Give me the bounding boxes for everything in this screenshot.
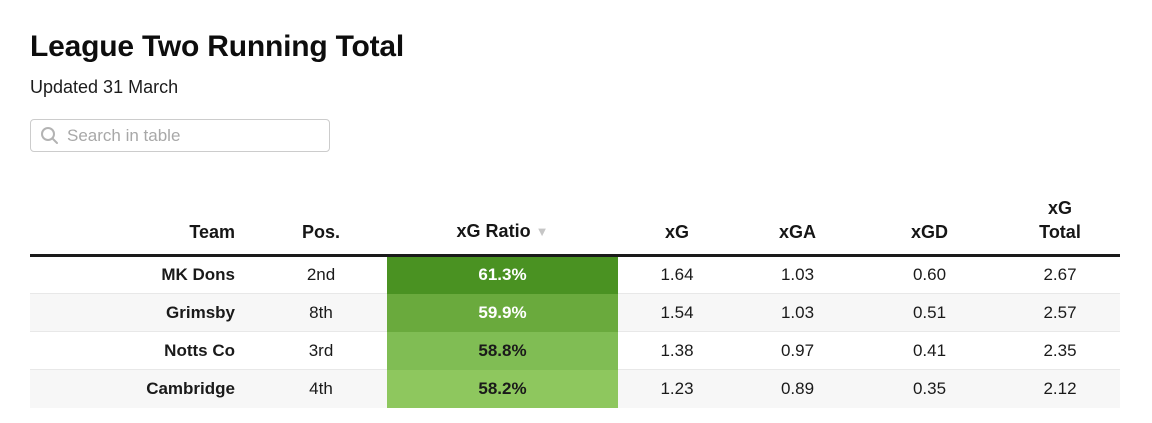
team-cell: Notts Co — [30, 331, 255, 370]
pos-cell: 2nd — [306, 265, 336, 284]
column-header-team[interactable]: Team — [30, 196, 255, 257]
table-row-cambridge: Cambridge 4th 58.2% 1.23 0.89 0.35 2.12 — [30, 369, 1120, 408]
table-row-grimsby: Grimsby 8th 59.9% 1.54 1.03 0.51 2.57 — [30, 293, 1120, 332]
xg-ratio-cell: 59.9% — [387, 293, 618, 332]
search-box[interactable] — [30, 119, 330, 152]
pos-cell: 3rd — [255, 331, 387, 370]
xgd-cell: 0.60 — [912, 265, 947, 284]
xg-total-cell: 2.57 — [1000, 293, 1120, 332]
column-header-xga[interactable]: xGA — [736, 196, 859, 257]
search-icon — [41, 127, 58, 144]
team-cell: Cambridge — [30, 369, 255, 408]
xg-table: Team Pos. xG Ratio ▼ xG xGA xGD xG Total … — [30, 196, 1120, 408]
table-row-notts-co: Notts Co 3rd 58.8% 1.38 0.97 0.41 2.35 — [30, 331, 1120, 370]
page-title: League Two Running Total — [30, 30, 405, 63]
xg-cell: 1.38 — [618, 331, 736, 370]
column-header-xgd[interactable]: xGD — [859, 196, 1000, 257]
page-subtitle: Updated 31 March — [30, 77, 179, 97]
column-header-xg-total[interactable]: xG Total — [1000, 196, 1120, 257]
xg-cell: 1.54 — [618, 293, 736, 332]
column-header-xg-ratio[interactable]: xG Ratio ▼ — [387, 196, 618, 257]
team-cell: Grimsby — [30, 293, 255, 332]
column-header-xg[interactable]: xG — [618, 196, 736, 257]
header-row: Team Pos. xG Ratio ▼ xG xGA xGD xG Total — [30, 196, 1120, 257]
xg-ratio-cell: 58.2% — [387, 369, 618, 408]
sort-desc-icon: ▼ — [535, 224, 549, 239]
xg-ratio-cell: 61.3% — [387, 255, 618, 294]
xg-total-cell: 2.67 — [1043, 265, 1077, 284]
xg-total-cell: 2.35 — [1000, 331, 1120, 370]
xga-cell: 1.03 — [780, 265, 815, 284]
table-row-mk-dons: MK Dons 2nd 61.3% 1.64 1.03 0.60 2.67 — [30, 255, 1120, 294]
page: League Two Running Total Updated 31 Marc… — [0, 30, 1152, 408]
pos-cell: 4th — [255, 369, 387, 408]
column-header-xg-ratio-label: xG Ratio — [456, 221, 531, 241]
xg-ratio-cell: 58.8% — [387, 331, 618, 370]
xga-cell: 0.89 — [736, 369, 859, 408]
xgd-cell: 0.35 — [859, 369, 1000, 408]
xgd-cell: 0.41 — [859, 331, 1000, 370]
column-header-pos[interactable]: Pos. — [255, 196, 387, 257]
xg-cell: 1.23 — [618, 369, 736, 408]
xga-cell: 1.03 — [736, 293, 859, 332]
xga-cell: 0.97 — [736, 331, 859, 370]
team-cell: MK Dons — [161, 265, 235, 284]
pos-cell: 8th — [255, 293, 387, 332]
xg-cell: 1.64 — [660, 265, 694, 284]
xg-total-cell: 2.12 — [1000, 369, 1120, 408]
xgd-cell: 0.51 — [859, 293, 1000, 332]
search-input[interactable] — [67, 125, 320, 146]
